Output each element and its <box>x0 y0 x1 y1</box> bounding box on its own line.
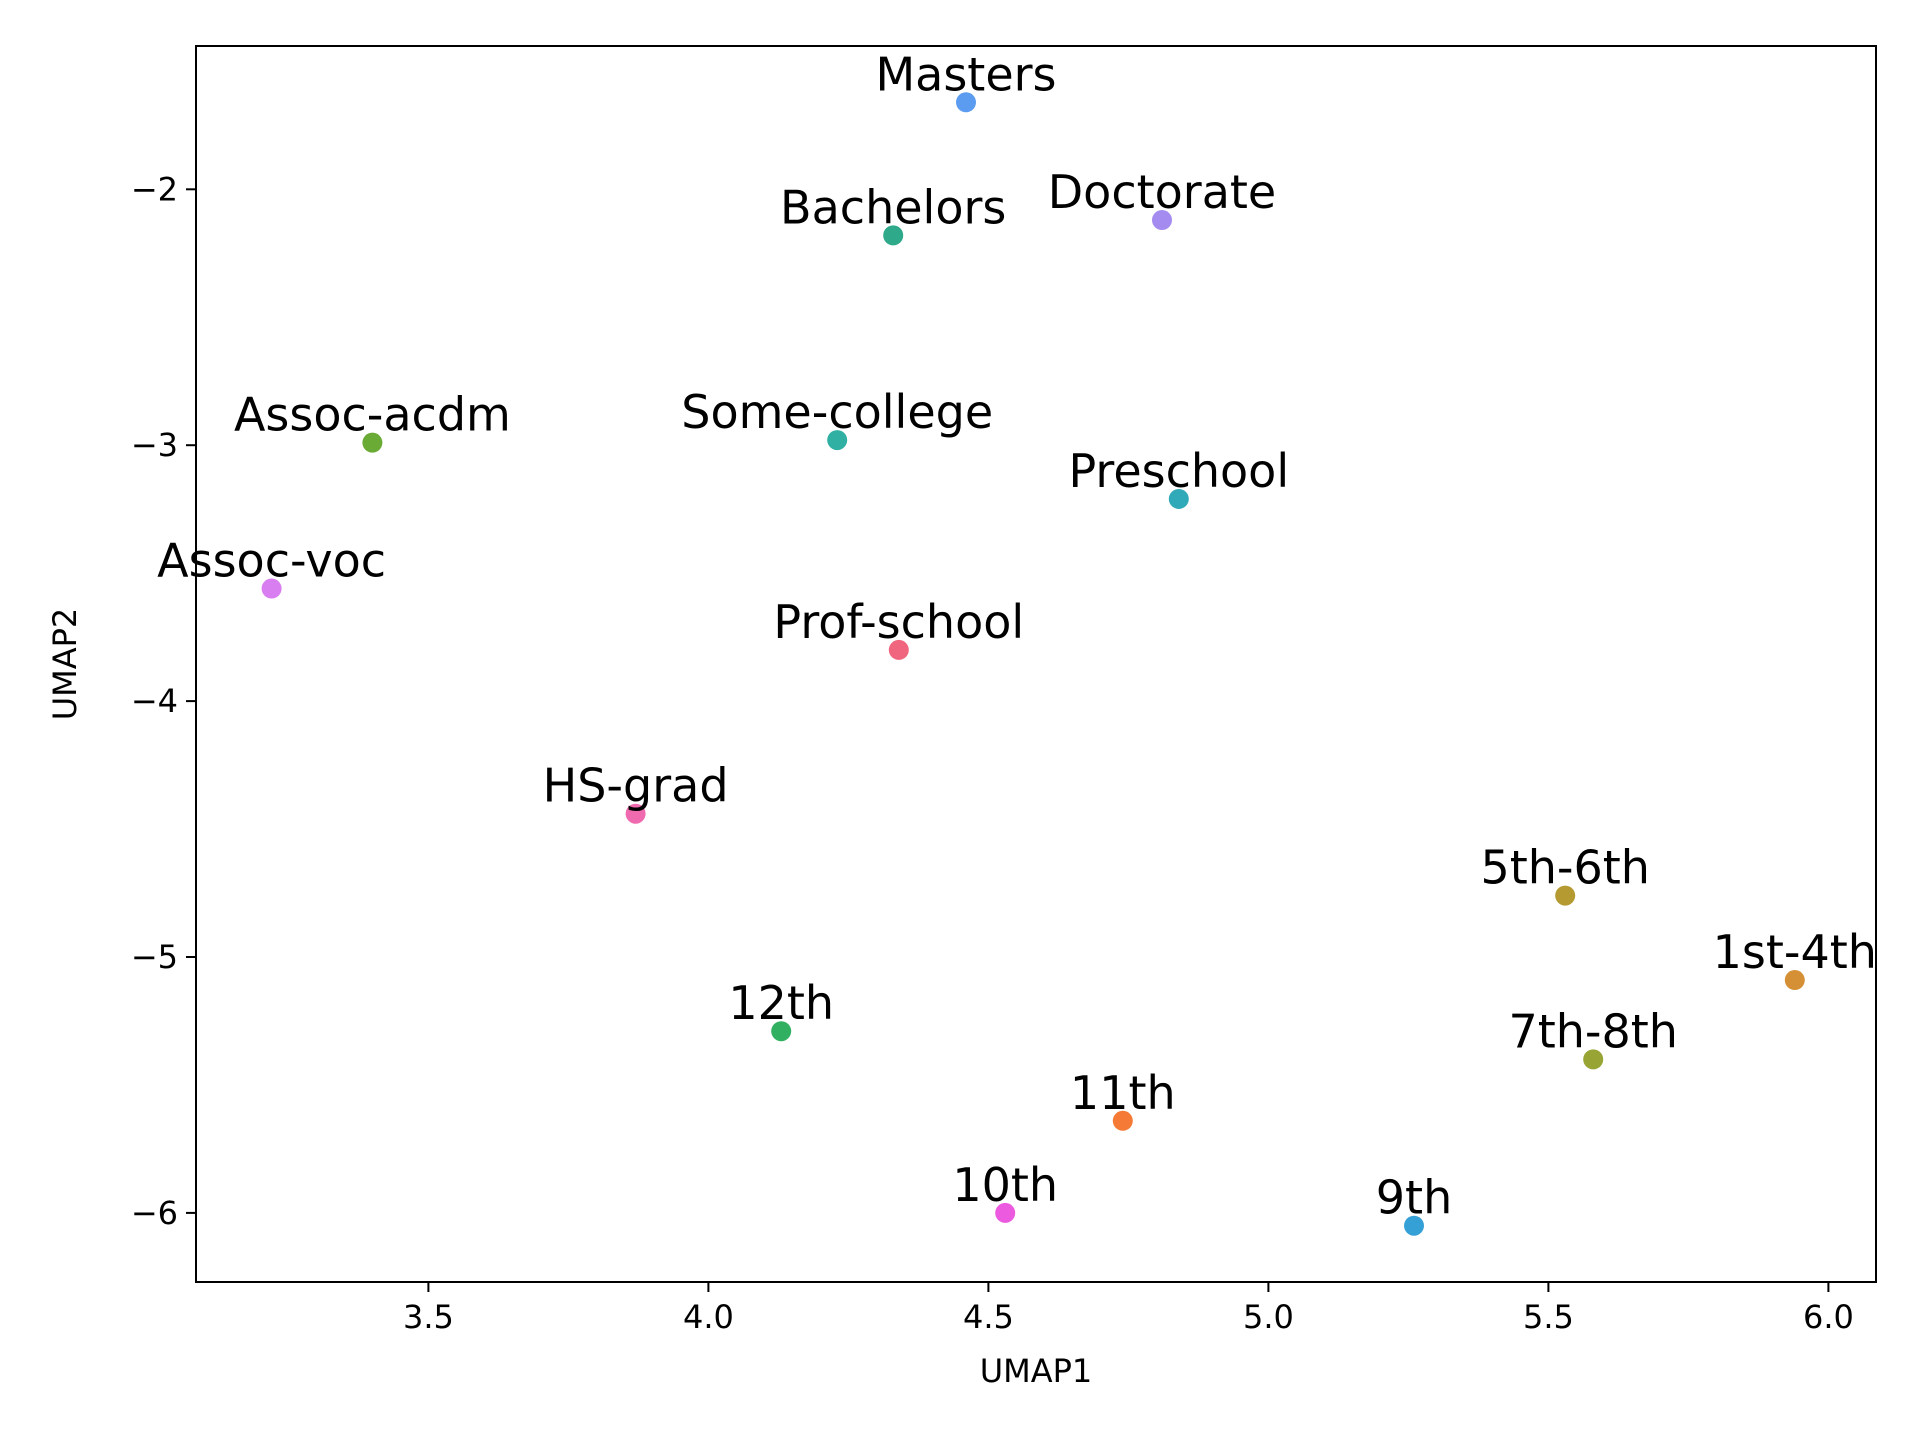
point-label: Assoc-voc <box>157 534 386 588</box>
y-tick-label: −5 <box>131 938 178 976</box>
data-point <box>1404 1215 1424 1236</box>
x-tick-label: 5.0 <box>1243 1298 1294 1336</box>
x-axis: 3.5 4.0 4.5 5.0 5.5 6.0 <box>403 1282 1854 1336</box>
y-axis-title: UMAP2 <box>46 608 84 721</box>
data-point <box>1112 1110 1133 1131</box>
y-tick-label: −3 <box>131 426 178 464</box>
data-point <box>771 1021 792 1042</box>
data-point <box>1555 885 1576 906</box>
point-label: Prof-school <box>773 595 1024 649</box>
data-point <box>827 430 848 451</box>
data-point <box>1784 970 1805 991</box>
x-tick-label: 6.0 <box>1803 1298 1854 1336</box>
point-label: Bachelors <box>780 180 1006 234</box>
point-label: 9th <box>1376 1171 1452 1225</box>
point-label: 10th <box>952 1158 1058 1212</box>
x-tick-label: 4.0 <box>683 1298 734 1336</box>
point-label: Doctorate <box>1048 165 1276 219</box>
data-point <box>625 803 646 824</box>
data-points: Masters Bachelors Doctorate Assoc-acdm Some-… <box>157 47 1877 1236</box>
data-point <box>956 92 976 113</box>
point-label: HS-grad <box>543 759 729 813</box>
data-point <box>883 225 904 246</box>
point-label: Assoc-acdm <box>234 388 511 442</box>
y-axis: −2 −3 −4 −5 −6 <box>131 170 196 1232</box>
data-point <box>888 639 909 660</box>
data-point <box>1168 488 1189 509</box>
point-label: Masters <box>875 47 1056 101</box>
x-tick-label: 5.5 <box>1523 1298 1574 1336</box>
x-tick-label: 4.5 <box>963 1298 1014 1336</box>
data-point <box>261 578 282 599</box>
x-axis-title: UMAP1 <box>980 1352 1093 1390</box>
point-label: 1st-4th <box>1713 925 1877 979</box>
point-label: 7th-8th <box>1508 1004 1678 1058</box>
y-tick-label: −4 <box>131 682 178 720</box>
point-label: Some-college <box>681 385 993 439</box>
point-label: 5th-6th <box>1480 841 1650 895</box>
point-label: Preschool <box>1068 444 1289 498</box>
point-label: 11th <box>1070 1066 1176 1120</box>
plot-area <box>195 45 1877 1283</box>
data-point <box>995 1202 1016 1223</box>
data-point <box>362 432 383 453</box>
data-point <box>1583 1049 1604 1070</box>
y-tick-label: −2 <box>131 170 178 208</box>
y-tick-label: −6 <box>131 1194 178 1232</box>
point-label: 12th <box>728 976 834 1030</box>
x-tick-label: 3.5 <box>403 1298 454 1336</box>
data-point <box>1152 210 1172 231</box>
